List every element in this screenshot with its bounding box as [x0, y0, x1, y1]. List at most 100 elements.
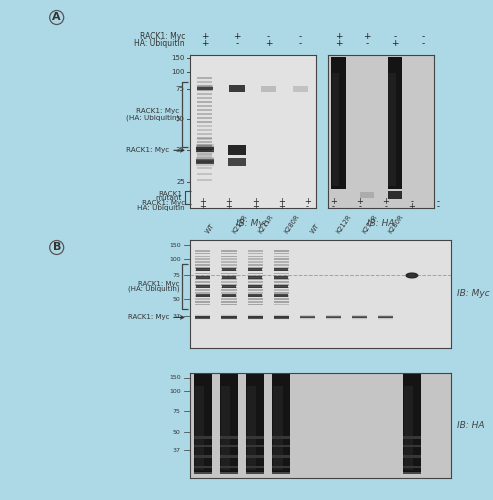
Bar — [274, 250, 289, 252]
Text: RACK1: Myc: RACK1: Myc — [141, 200, 185, 206]
Bar — [197, 113, 212, 115]
Text: RACK1: RACK1 — [158, 191, 182, 197]
Bar — [220, 470, 238, 474]
Bar — [247, 267, 263, 268]
Bar — [274, 298, 289, 300]
Text: +: + — [200, 197, 206, 206]
Bar — [248, 276, 262, 279]
Bar — [194, 374, 212, 472]
Bar — [196, 158, 213, 160]
Bar — [195, 295, 211, 297]
Bar — [300, 319, 315, 320]
Bar — [220, 436, 238, 439]
Text: +: + — [252, 197, 258, 206]
Bar — [247, 319, 263, 320]
Text: RACK1: Myc: RACK1: Myc — [136, 108, 179, 114]
Bar — [194, 470, 212, 474]
Text: -: - — [436, 202, 440, 211]
Bar — [222, 294, 236, 298]
Bar — [221, 278, 237, 280]
Bar — [195, 315, 211, 316]
Text: 100: 100 — [169, 257, 180, 262]
Bar — [196, 284, 210, 288]
Bar — [247, 304, 263, 306]
Text: (HA: Ubiquitin): (HA: Ubiquitin) — [128, 285, 179, 292]
Text: +: + — [335, 39, 342, 48]
Bar — [228, 144, 246, 154]
Bar — [221, 319, 237, 320]
Text: +: + — [252, 202, 258, 211]
Bar — [352, 317, 367, 318]
Text: +: + — [200, 202, 206, 211]
Bar — [274, 284, 288, 288]
Text: +: + — [409, 202, 415, 211]
Bar — [274, 315, 289, 316]
Text: RACK1: Myc: RACK1: Myc — [126, 148, 169, 154]
Bar — [197, 104, 212, 107]
Bar — [197, 88, 213, 89]
Text: 25: 25 — [176, 178, 185, 184]
Text: -: - — [422, 39, 425, 48]
Bar — [332, 74, 339, 186]
Bar — [326, 318, 341, 319]
Bar — [326, 314, 341, 316]
Bar — [274, 317, 289, 318]
Bar — [195, 314, 211, 315]
Text: +: + — [335, 32, 342, 41]
Bar — [378, 316, 393, 317]
Bar — [247, 264, 263, 266]
Bar — [194, 466, 212, 468]
Text: 37: 37 — [173, 314, 180, 319]
Text: RACK1: Myc: RACK1: Myc — [128, 314, 169, 320]
Bar — [272, 444, 290, 448]
Bar — [197, 179, 212, 181]
Bar — [196, 159, 213, 164]
Bar — [221, 256, 237, 258]
Bar — [195, 304, 211, 306]
Bar — [196, 164, 213, 166]
Bar — [197, 138, 212, 140]
Bar — [247, 250, 263, 252]
Bar — [360, 192, 374, 198]
Bar — [274, 258, 289, 260]
Bar — [247, 314, 263, 315]
Bar — [220, 466, 238, 468]
Bar — [274, 256, 289, 258]
Bar — [195, 318, 211, 319]
Bar — [274, 294, 288, 298]
Bar — [247, 301, 263, 302]
Bar — [196, 148, 213, 149]
Bar — [274, 268, 288, 270]
Text: 150: 150 — [169, 375, 180, 380]
Text: 150: 150 — [169, 243, 180, 248]
Bar — [300, 318, 315, 319]
Bar — [326, 319, 341, 320]
Bar — [274, 264, 289, 266]
Text: 75: 75 — [173, 273, 180, 278]
Text: WT: WT — [310, 223, 320, 235]
Bar — [195, 272, 211, 274]
Text: +: + — [278, 197, 284, 206]
Bar — [197, 90, 213, 92]
Text: -: - — [358, 202, 361, 211]
Bar — [221, 272, 237, 274]
Text: B: B — [53, 242, 61, 252]
Bar — [221, 258, 237, 260]
Bar — [194, 436, 212, 439]
Bar — [388, 74, 395, 186]
Text: -: - — [299, 39, 302, 48]
Bar — [221, 261, 237, 263]
Bar — [197, 141, 212, 144]
Text: K271R: K271R — [361, 214, 379, 235]
Text: -: - — [365, 39, 368, 48]
Bar — [246, 466, 264, 468]
Bar — [247, 316, 263, 318]
Bar — [197, 153, 212, 156]
Bar — [247, 261, 263, 263]
Bar — [196, 146, 213, 148]
Bar — [272, 436, 290, 439]
Bar — [195, 316, 211, 318]
Bar — [404, 386, 413, 470]
Bar — [197, 149, 212, 152]
Bar — [274, 301, 289, 302]
